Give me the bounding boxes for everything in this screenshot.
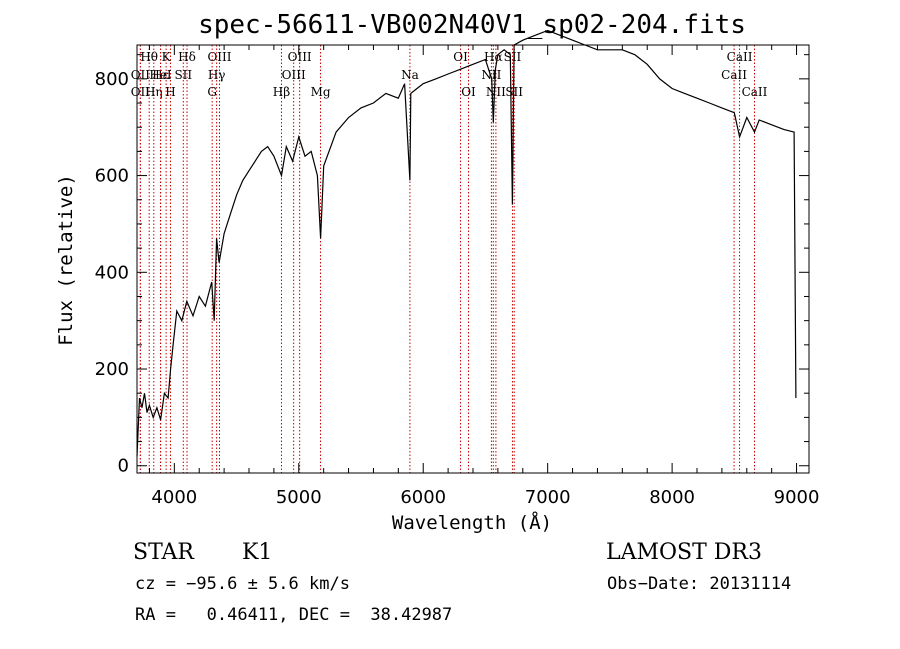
line-label: CaII <box>742 85 768 99</box>
line-label: OIII <box>288 50 312 64</box>
chart-title: spec-56611-VB002N40V1_sp02-204.fits <box>198 10 746 40</box>
line-label: K <box>162 50 172 64</box>
line-label: Hθ <box>140 50 158 64</box>
line-label: NII <box>486 85 506 99</box>
line-label: Hε <box>152 68 169 82</box>
y-axis-label: Flux (relative) <box>55 174 77 346</box>
x-tick-label: 7000 <box>525 487 571 508</box>
line-label: Hα <box>484 50 503 64</box>
line-label: OIII <box>282 68 306 82</box>
line-label: H <box>165 85 175 99</box>
line-label: OI <box>461 85 476 99</box>
y-tick-label: 400 <box>95 262 129 283</box>
x-tick-label: 6000 <box>400 487 446 508</box>
object-subclass: K1 <box>242 540 273 565</box>
line-label: Na <box>401 68 419 82</box>
line-label: Hγ <box>208 68 226 82</box>
obs-date: Obs−Date: 20131114 <box>607 574 792 594</box>
line-label: OII <box>131 85 151 99</box>
line-label: G <box>207 85 217 99</box>
line-label: Hβ <box>273 85 290 99</box>
line-label: OIII <box>207 50 231 64</box>
x-tick-label: 8000 <box>649 487 695 508</box>
y-tick-label: 0 <box>118 456 129 477</box>
redshift-readout: cz = −95.6 ± 5.6 km/s <box>135 574 350 594</box>
object-class: STAR <box>133 540 194 565</box>
y-tick-label: 800 <box>95 69 129 90</box>
line-label: HeI <box>149 68 172 82</box>
x-tick-label: 5000 <box>276 487 322 508</box>
x-tick-label: 9000 <box>774 487 820 508</box>
y-tick-label: 200 <box>95 359 129 380</box>
line-label: OI <box>453 50 468 64</box>
y-axis: 0 200 400 600 800 <box>95 54 809 477</box>
x-axis-label: Wavelength (Å) <box>392 511 552 534</box>
line-label: Mg <box>311 85 331 99</box>
line-label: Hη <box>145 85 163 99</box>
line-label: SII <box>174 68 192 82</box>
x-tick-label: 4000 <box>151 487 197 508</box>
line-label: Hδ <box>178 50 196 64</box>
coordinates: RA = 0.46411, DEC = 38.42987 <box>135 605 453 625</box>
line-label: NII <box>481 68 501 82</box>
y-tick-label: 600 <box>95 166 129 187</box>
spectrum-series <box>136 29 797 457</box>
x-axis: 4000 5000 6000 7000 8000 9000 <box>148 45 820 508</box>
survey-name: LAMOST DR3 <box>606 540 762 565</box>
line-label: SII <box>505 85 523 99</box>
line-label: CaII <box>727 50 753 64</box>
spectrum-layer <box>136 29 797 457</box>
plot-frame <box>136 44 810 474</box>
line-label: CaII <box>721 68 747 82</box>
